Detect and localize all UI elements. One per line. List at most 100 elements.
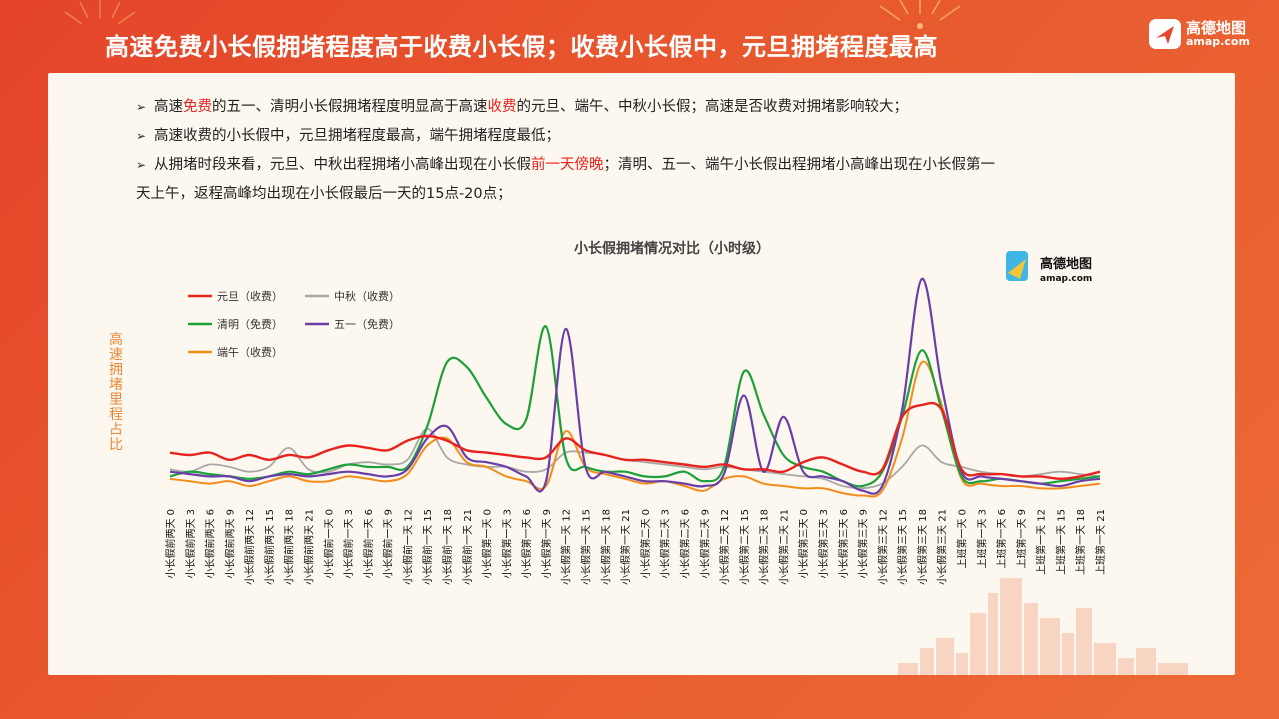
bullet-item: ➢ 从拥堵时段来看，元旦、中秋出程拥堵小高峰出现在小长假前一天傍晚；清明、五一、端… bbox=[136, 151, 1136, 180]
x-tick-label: 小长假第二天 3 bbox=[659, 509, 672, 579]
bullet-arrow-icon: ➢ bbox=[136, 100, 147, 114]
skyline-building bbox=[920, 648, 934, 675]
congestion-line-chart: 小长假拥堵情况对比（小时级） 高德地图 amap.com 元旦（收费） 中秋（收费） 清明… bbox=[164, 240, 1188, 675]
x-tick-label: 小长假第二天 6 bbox=[678, 509, 691, 579]
x-tick-label: 小长假前一天 6 bbox=[362, 509, 375, 579]
x-tick-label: 小长假前一天 9 bbox=[382, 509, 395, 579]
page-title: 高速免费小长假拥堵程度高于收费小长假；收费小长假中，元旦拥堵程度最高 bbox=[105, 33, 938, 61]
x-tick-label: 小长假第一天 18 bbox=[599, 509, 612, 585]
x-tick-label: 小长假第二天 21 bbox=[777, 509, 790, 585]
bullet-item: ➢ 高速免费的五一、清明小长假拥堵程度明显高于高速收费的元旦、端午、中秋小长假；高… bbox=[136, 93, 1136, 122]
logo-text-cn: 高德地图 bbox=[1186, 19, 1247, 37]
x-tick-label: 上班第一天 21 bbox=[1094, 509, 1107, 575]
watermark-logo-text: 高德地图 bbox=[1040, 256, 1092, 272]
bullet-segment: 的元旦、端午、中秋小长假；高速是否收费对拥堵影响较大； bbox=[516, 99, 909, 115]
x-tick-label: 小长假第一天 12 bbox=[560, 509, 573, 585]
watermark-logo-shape bbox=[1008, 259, 1026, 279]
skyline-building bbox=[1000, 578, 1022, 675]
bullet-segment: 从拥堵时段来看，元旦、中秋出程拥堵小高峰出现在小长假 bbox=[154, 157, 531, 173]
series-line-3 bbox=[169, 277, 1101, 495]
x-tick-label: 小长假第一天 9 bbox=[540, 509, 553, 579]
skyline-building bbox=[1158, 663, 1188, 675]
bullet-segment: 高速收费的小长假中，元旦拥堵程度最高，端午拥堵程度最低； bbox=[154, 128, 560, 144]
legend-label: 清明（免费） bbox=[217, 317, 283, 331]
highlight-text: 前一天傍晚 bbox=[531, 157, 604, 173]
x-tick-label: 小长假第一天 6 bbox=[520, 509, 533, 579]
amap-logo-icon bbox=[1149, 19, 1181, 49]
x-tick-label: 上班第一天 9 bbox=[1015, 509, 1028, 569]
x-tick-label: 小长假第一天 0 bbox=[481, 509, 494, 579]
logo-text-en: amap.com bbox=[1186, 35, 1250, 48]
bullet-segment: 高速 bbox=[154, 99, 183, 115]
x-tick-label: 上班第一天 0 bbox=[955, 509, 968, 569]
legend-label: 五一（免费） bbox=[334, 317, 400, 331]
bullet-arrow-icon: ➢ bbox=[136, 129, 147, 143]
skyline-building bbox=[898, 663, 918, 675]
x-tick-label: 小长假第一天 3 bbox=[500, 509, 513, 579]
x-tick-label: 小长假第三天 15 bbox=[896, 509, 909, 585]
skyline-building bbox=[1094, 643, 1116, 675]
bullet-text: 高速免费的五一、清明小长假拥堵程度明显高于高速收费的元旦、端午、中秋小长假；高速… bbox=[154, 93, 908, 122]
x-tick-label: 小长假第二天 0 bbox=[639, 509, 652, 579]
bullet-continuation: 天上午，返程高峰均出现在小长假最后一天的15点-20点； bbox=[136, 186, 512, 202]
amap-logo: 高德地图 amap.com bbox=[1148, 18, 1250, 50]
x-tick-label: 小长假第一天 21 bbox=[619, 509, 632, 585]
highlight-text: 免费 bbox=[183, 99, 212, 115]
x-tick-label: 小长假第三天 6 bbox=[837, 509, 850, 579]
x-tick-label: 小长假第三天 3 bbox=[817, 509, 830, 579]
x-tick-label: 小长假第三天 12 bbox=[876, 509, 889, 585]
bullet-text: 从拥堵时段来看，元旦、中秋出程拥堵小高峰出现在小长假前一天傍晚；清明、五一、端午… bbox=[154, 151, 995, 180]
firework-decoration-left bbox=[64, 0, 136, 25]
firework-decoration-right bbox=[879, 0, 961, 29]
x-tick-label: 小长假前一天 18 bbox=[441, 509, 454, 585]
x-tick-label: 小长假前两天 3 bbox=[184, 509, 197, 579]
skyline-building bbox=[936, 638, 954, 675]
series-line-0 bbox=[169, 401, 1101, 480]
x-tick-label: 上班第一天 3 bbox=[975, 509, 988, 569]
legend-label: 端午（收费） bbox=[217, 345, 283, 359]
bullet-text: 高速收费的小长假中，元旦拥堵程度最高，端午拥堵程度最低； bbox=[154, 122, 560, 151]
x-tick-label: 小长假第一天 15 bbox=[580, 509, 593, 585]
highlight-text: 收费 bbox=[487, 99, 517, 115]
x-tick-label: 小长假前一天 15 bbox=[421, 509, 434, 585]
x-tick-label: 小长假第二天 15 bbox=[738, 509, 751, 585]
skyline-building bbox=[988, 593, 998, 675]
skyline-building bbox=[956, 653, 968, 675]
x-tick-label: 上班第一天 15 bbox=[1054, 509, 1067, 575]
summary-bullets: ➢ 高速免费的五一、清明小长假拥堵程度明显高于高速收费的元旦、端午、中秋小长假；高… bbox=[136, 93, 1136, 209]
x-tick-label: 小长假前两天 6 bbox=[204, 509, 217, 579]
x-tick-label: 小长假第三天 21 bbox=[936, 509, 949, 585]
skyline-building bbox=[1136, 648, 1156, 675]
series-line-1 bbox=[169, 427, 1101, 490]
x-tick-label: 小长假前两天 18 bbox=[283, 509, 296, 585]
x-tick-label: 小长假第三天 9 bbox=[857, 509, 870, 579]
x-tick-label: 上班第一天 6 bbox=[995, 509, 1008, 569]
x-tick-label: 小长假前一天 0 bbox=[322, 509, 335, 579]
legend-label: 中秋（收费） bbox=[334, 289, 400, 303]
skyline-building bbox=[1040, 618, 1060, 675]
x-tick-label: 小长假前两天 12 bbox=[243, 509, 256, 585]
x-tick-label: 小长假前一天 12 bbox=[401, 509, 414, 585]
x-tick-label: 小长假前一天 21 bbox=[461, 509, 474, 585]
chart-title: 小长假拥堵情况对比（小时级） bbox=[574, 240, 770, 257]
x-tick-label: 小长假前两天 15 bbox=[263, 509, 276, 585]
x-tick-label: 小长假第二天 18 bbox=[758, 509, 771, 585]
x-tick-label: 小长假前两天 9 bbox=[223, 509, 236, 579]
x-tick-label: 小长假第二天 12 bbox=[718, 509, 731, 585]
legend-label: 元旦（收费） bbox=[217, 289, 283, 303]
bullet-item: ➢ 高速收费的小长假中，元旦拥堵程度最高，端午拥堵程度最低； bbox=[136, 122, 1136, 151]
content-panel: ➢ 高速免费的五一、清明小长假拥堵程度明显高于高速收费的元旦、端午、中秋小长假；高… bbox=[48, 73, 1235, 675]
skyline-building bbox=[1062, 633, 1074, 675]
skyline-building bbox=[970, 613, 986, 675]
chart-y-axis-label: 高速拥堵里程占比 bbox=[109, 332, 123, 453]
x-tick-label: 上班第一天 18 bbox=[1074, 509, 1087, 575]
skyline-building bbox=[1076, 608, 1092, 675]
x-tick-label: 小长假前两天 0 bbox=[164, 509, 177, 579]
x-tick-label: 小长假前两天 21 bbox=[303, 509, 316, 585]
x-tick-label: 小长假前一天 3 bbox=[342, 509, 355, 579]
bullet-segment: 的五一、清明小长假拥堵程度明显高于高速 bbox=[212, 99, 488, 115]
skyline-building bbox=[1024, 603, 1038, 675]
x-tick-label: 小长假第三天 18 bbox=[916, 509, 929, 585]
x-tick-label: 上班第一天 12 bbox=[1035, 509, 1048, 575]
bullet-segment: ；清明、五一、端午小长假出程拥堵小高峰出现在小长假第一 bbox=[603, 157, 996, 173]
